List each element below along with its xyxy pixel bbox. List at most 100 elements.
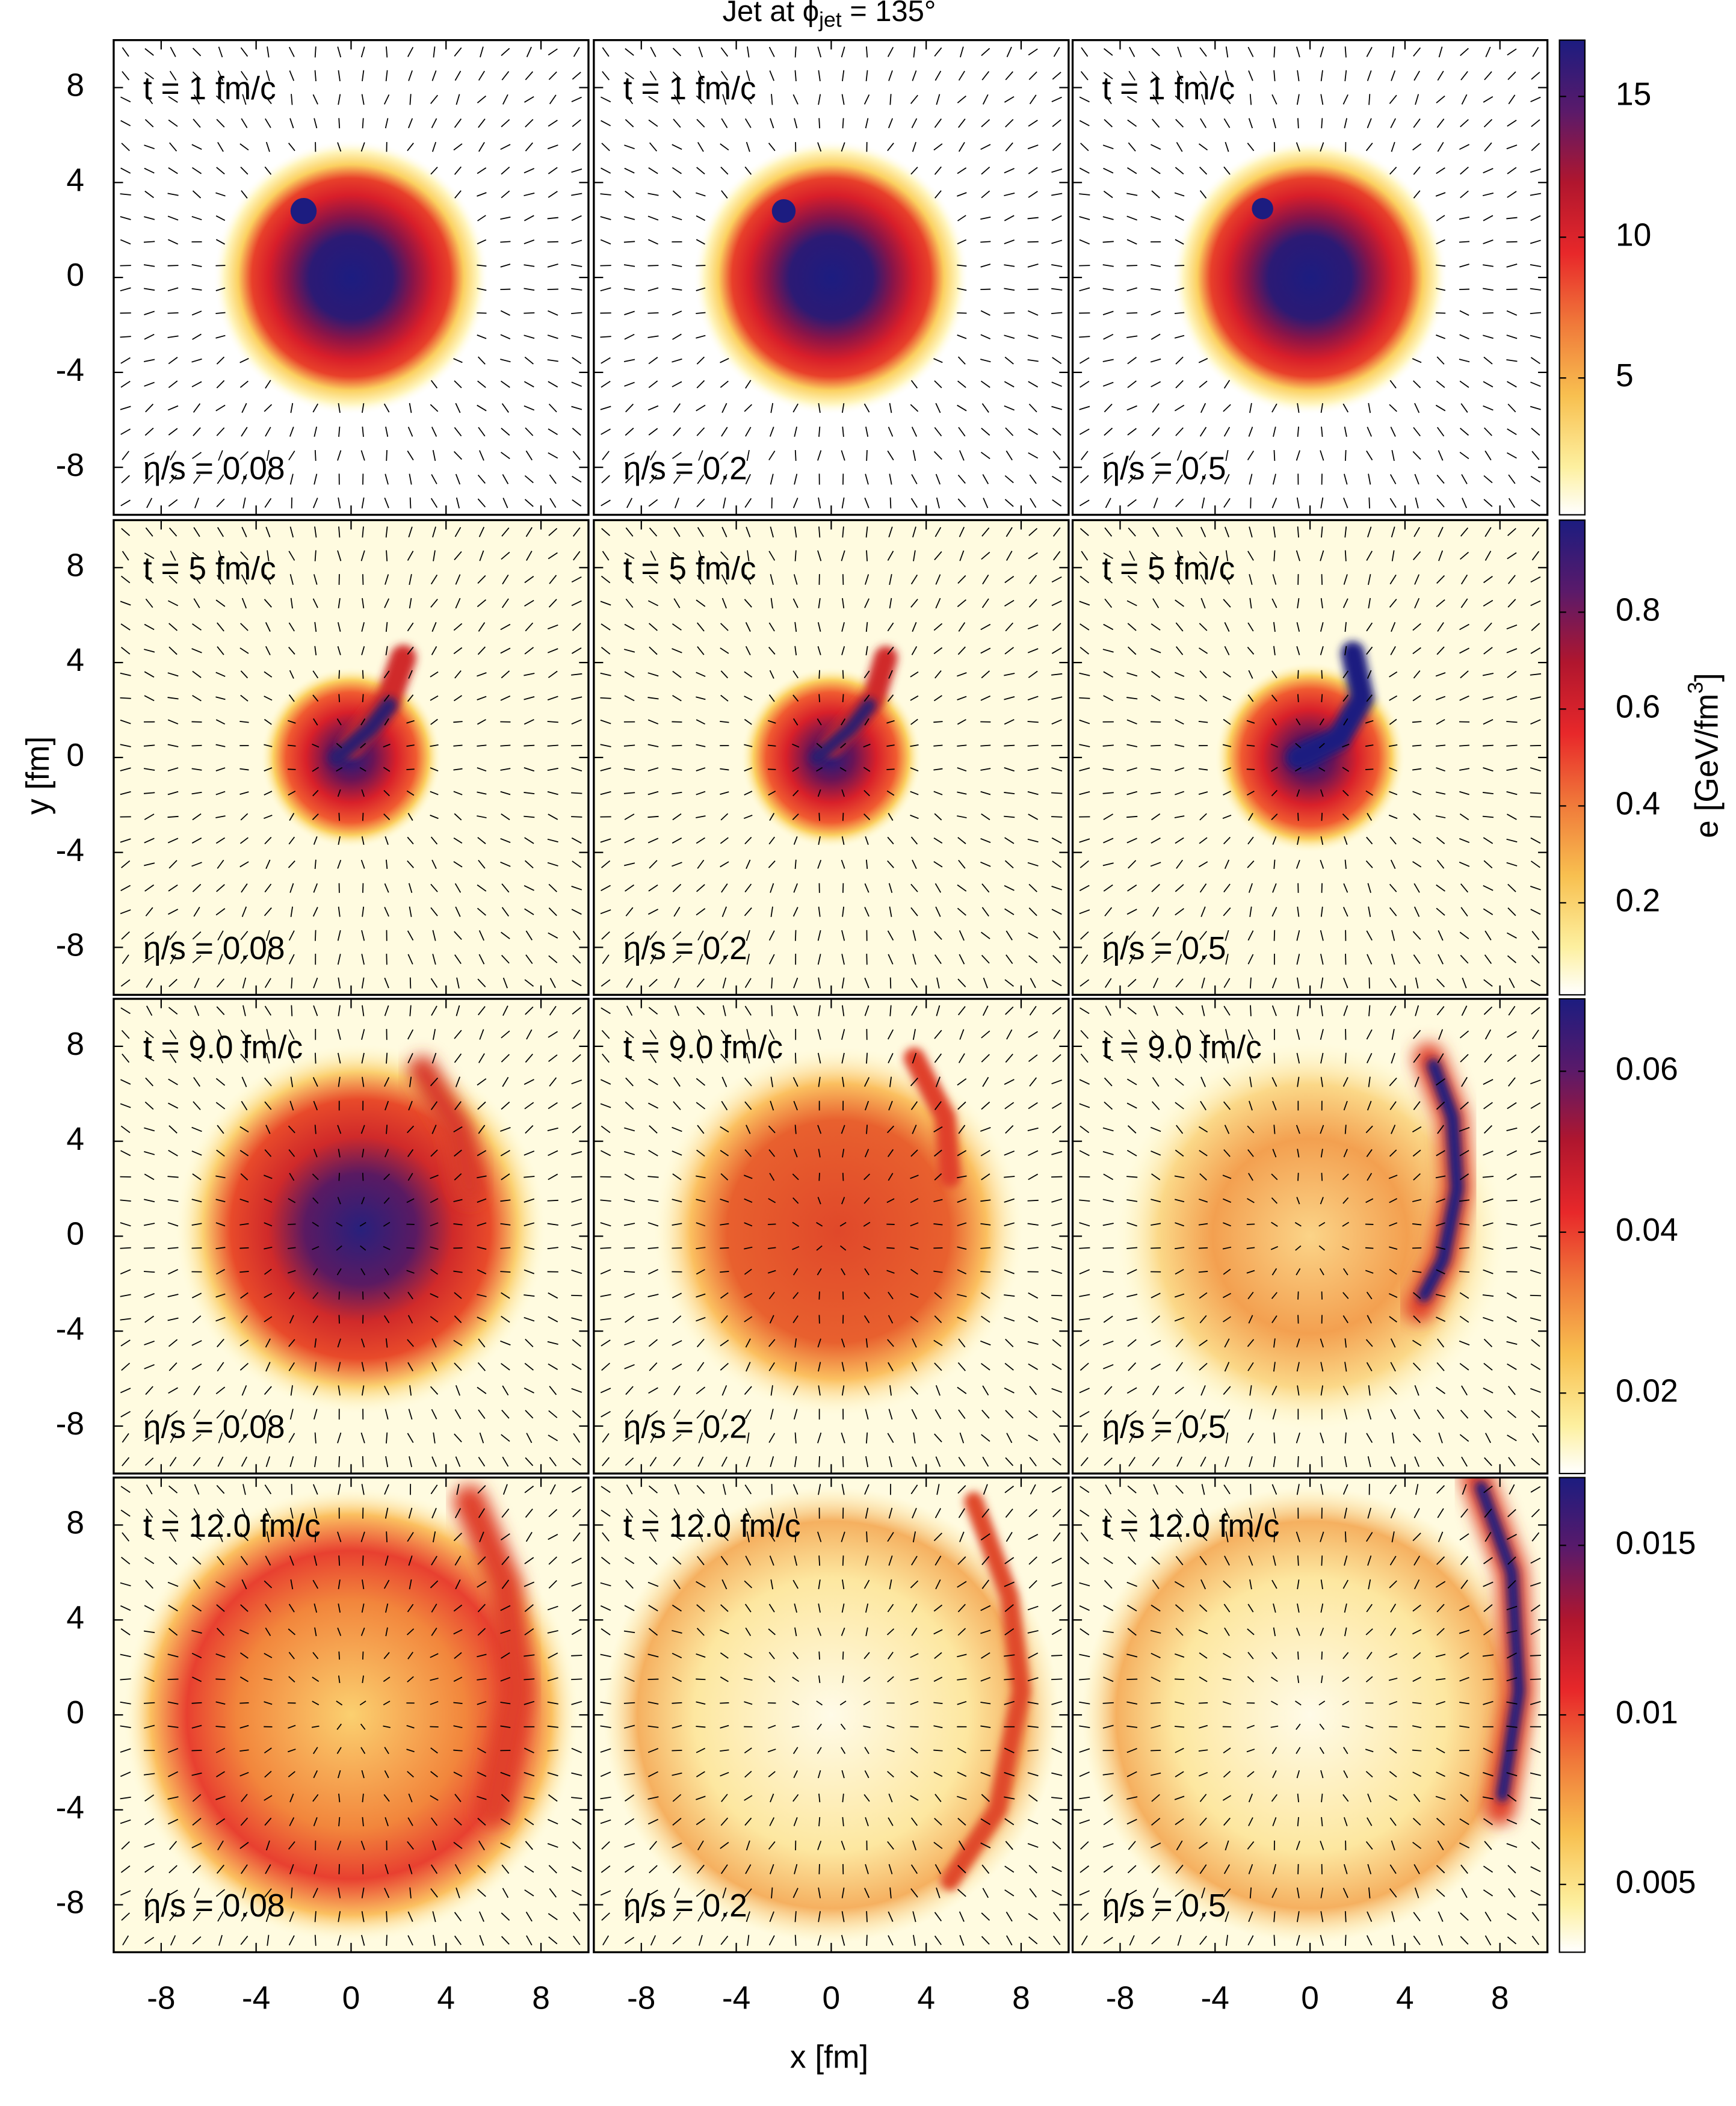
flow-arrow	[698, 954, 703, 965]
flow-arrow	[144, 1434, 155, 1442]
flow-arrow	[696, 404, 706, 412]
flow-arrow	[957, 791, 967, 795]
density-blob	[123, 1487, 579, 1943]
flow-arrow	[386, 859, 388, 869]
flow-arrow	[1081, 551, 1089, 561]
flow-arrow	[1436, 356, 1445, 365]
flow-arrow	[1103, 1055, 1114, 1061]
flow-arrow	[672, 1315, 682, 1323]
flow-arrow	[500, 1223, 511, 1226]
flow-arrow	[887, 1149, 894, 1157]
flow-arrow	[362, 1675, 364, 1684]
flow-arrow	[744, 1795, 753, 1801]
flow-arrow	[696, 1149, 705, 1157]
flow-arrow	[360, 743, 366, 749]
flow-arrow	[168, 1889, 178, 1897]
flow-arrow	[1248, 883, 1253, 893]
flow-arrow	[572, 1410, 581, 1418]
flow-arrow	[1509, 978, 1515, 989]
flow-arrow	[1413, 380, 1421, 389]
flow-arrow	[744, 907, 752, 916]
flow-arrow	[1174, 815, 1185, 818]
flow-arrow	[548, 452, 558, 459]
flow-arrow	[1436, 239, 1445, 245]
flow-arrow	[431, 1125, 437, 1134]
flow-arrow	[314, 1432, 317, 1444]
flow-arrow	[1080, 1125, 1090, 1134]
flow-arrow	[1436, 288, 1446, 291]
flow-arrow	[549, 1457, 557, 1467]
flow-arrow	[746, 859, 751, 869]
flow-arrow	[455, 1385, 461, 1396]
flow-arrow	[1318, 1700, 1326, 1706]
flow-arrow	[794, 1052, 797, 1064]
flow-arrow	[454, 47, 462, 57]
flow-arrow	[1342, 1173, 1349, 1181]
flow-arrow	[383, 1725, 391, 1728]
flow-arrow	[478, 1911, 484, 1922]
flow-arrow	[453, 1749, 463, 1752]
flow-arrow	[1027, 335, 1039, 339]
flow-arrow	[793, 1149, 798, 1158]
flow-arrow	[1199, 1292, 1208, 1299]
flow-arrow	[313, 1817, 318, 1826]
flow-arrow	[1320, 70, 1323, 81]
flow-arrow	[770, 906, 773, 917]
flow-arrow	[144, 1534, 155, 1540]
flow-arrow	[477, 1654, 487, 1658]
flow-arrow	[362, 1005, 365, 1016]
flow-arrow	[1484, 930, 1492, 940]
flow-arrow	[889, 1456, 892, 1468]
flow-arrow	[769, 1864, 774, 1874]
flow-arrow	[479, 1432, 484, 1444]
flow-arrow	[264, 744, 273, 747]
flow-arrow	[453, 623, 463, 631]
flow-arrow	[454, 551, 462, 561]
flow-arrow	[1126, 1725, 1138, 1728]
flow-arrow	[454, 1433, 462, 1443]
flow-arrow	[818, 1580, 821, 1590]
flow-arrow	[1103, 1794, 1113, 1802]
flow-arrow	[1341, 1725, 1350, 1728]
flow-arrow	[215, 791, 226, 795]
flow-arrow	[696, 1102, 706, 1110]
flow-arrow	[265, 427, 271, 437]
flow-arrow	[338, 1005, 341, 1016]
flow-arrow	[1412, 837, 1421, 844]
flow-arrow	[768, 1532, 776, 1542]
flow-arrow	[383, 767, 391, 772]
flow-arrow	[601, 1841, 610, 1850]
flow-arrow	[1482, 696, 1494, 700]
flow-arrow	[265, 646, 271, 656]
flow-arrow	[1028, 1292, 1039, 1299]
flow-arrow	[1485, 46, 1491, 58]
flow-arrow	[336, 1221, 343, 1227]
flow-arrow	[1004, 979, 1015, 987]
flow-arrow	[265, 859, 271, 869]
flow-arrow	[1005, 1457, 1014, 1466]
flow-arrow	[672, 1199, 682, 1203]
flow-arrow	[648, 1268, 658, 1275]
flow-arrow	[143, 1773, 155, 1776]
flow-arrow	[264, 1701, 273, 1705]
flow-arrow	[746, 70, 750, 81]
flow-arrow	[957, 672, 967, 677]
flow-arrow	[143, 1630, 155, 1634]
flow-arrow	[1104, 427, 1113, 436]
flow-arrow	[911, 1362, 918, 1372]
flow-arrow	[143, 744, 155, 747]
flow-arrow	[1103, 931, 1113, 939]
flow-arrow	[794, 427, 797, 437]
flow-arrow	[1273, 1627, 1276, 1637]
y-tick-label: 8	[66, 68, 84, 103]
flow-arrow	[601, 1007, 611, 1014]
flow-arrow	[360, 1841, 365, 1850]
flow-arrow	[1297, 836, 1300, 845]
flow-arrow	[601, 1912, 610, 1921]
flow-arrow	[863, 814, 871, 820]
flow-arrow	[454, 1030, 462, 1039]
flow-arrow	[502, 574, 509, 585]
flow-arrow	[1413, 1555, 1421, 1566]
flow-arrow	[1297, 670, 1299, 679]
flow-arrow	[696, 1078, 706, 1086]
